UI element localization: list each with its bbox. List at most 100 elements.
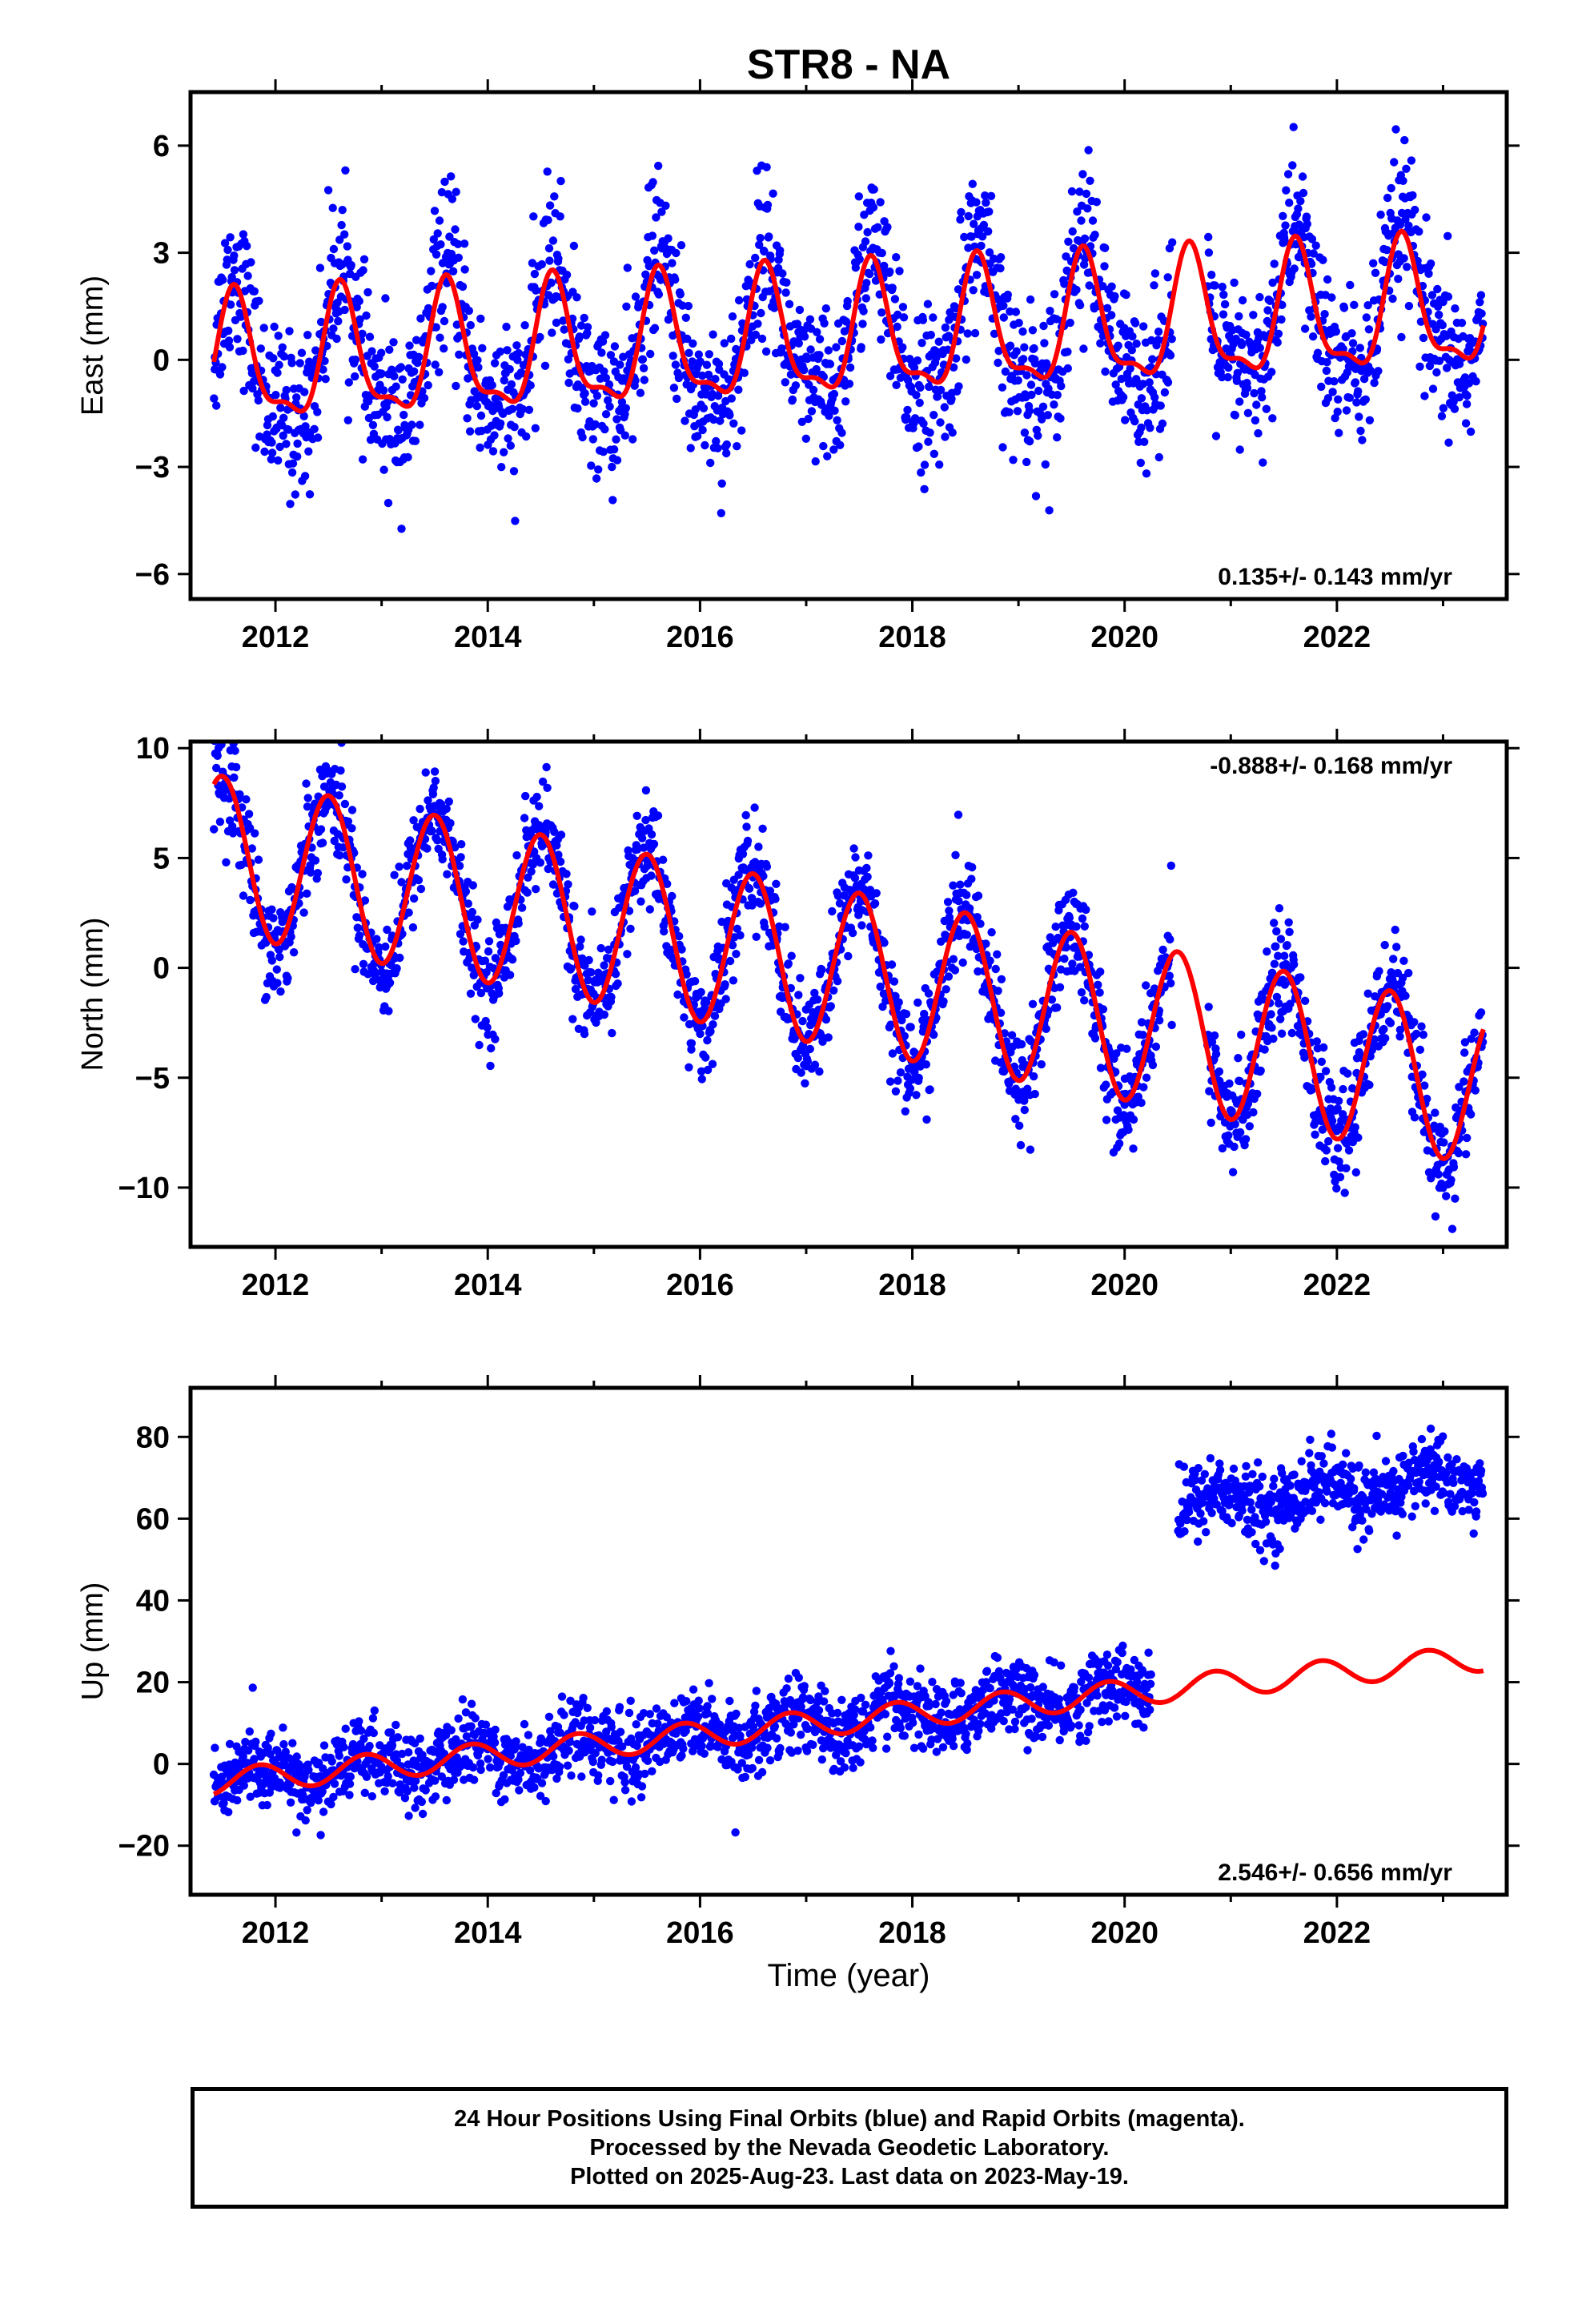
data-point [1053, 1003, 1062, 1012]
data-point [644, 262, 653, 271]
data-point [235, 790, 244, 799]
data-point [687, 1039, 697, 1048]
data-point [486, 1763, 495, 1772]
data-point [1090, 1034, 1100, 1043]
data-point [416, 314, 425, 323]
data-point [734, 385, 743, 394]
data-point [639, 364, 648, 372]
data-point [956, 215, 965, 224]
data-point [750, 803, 759, 812]
data-point [1057, 381, 1066, 391]
data-point [300, 472, 310, 480]
data-point [343, 416, 352, 424]
data-point [1163, 273, 1172, 282]
data-point [951, 850, 960, 860]
data-point [372, 935, 381, 943]
data-point [736, 931, 745, 940]
data-point [1241, 1135, 1251, 1144]
data-point [787, 951, 796, 960]
data-point [1114, 1139, 1124, 1148]
data-point [1466, 427, 1476, 436]
data-point [437, 1772, 447, 1781]
data-point [1317, 1057, 1327, 1067]
data-point [524, 405, 534, 414]
data-point [1255, 292, 1264, 302]
data-point [587, 461, 596, 470]
data-point [368, 1714, 378, 1723]
data-point [945, 907, 954, 915]
data-point [1026, 1145, 1035, 1154]
data-point [476, 411, 486, 420]
x-tick-label: 2016 [666, 1269, 734, 1302]
data-point [970, 328, 980, 338]
data-point [815, 335, 825, 344]
data-point [636, 388, 645, 397]
data-point [1166, 861, 1176, 870]
data-point [463, 414, 472, 423]
data-point [869, 203, 878, 212]
data-point [429, 783, 438, 792]
data-point [1369, 259, 1378, 267]
data-point [1455, 1083, 1464, 1092]
data-point [440, 177, 449, 187]
data-point [430, 207, 440, 215]
data-point [1065, 913, 1074, 923]
data-point [476, 1759, 485, 1768]
data-point [841, 397, 850, 406]
data-point [1450, 404, 1460, 413]
data-point [576, 321, 586, 330]
data-point [762, 862, 772, 871]
data-point [460, 239, 469, 248]
data-point [782, 278, 791, 287]
data-point [303, 331, 312, 340]
data-point [631, 376, 640, 385]
data-point [383, 412, 391, 422]
data-point [358, 455, 367, 464]
data-point [793, 1053, 802, 1063]
data-point [901, 1107, 910, 1116]
data-point [941, 432, 950, 441]
data-point [681, 313, 690, 322]
data-point [1165, 971, 1174, 980]
data-point [630, 887, 640, 895]
data-point [239, 386, 248, 396]
data-point [1363, 301, 1372, 310]
data-point [979, 220, 989, 230]
data-point [687, 1045, 696, 1054]
data-point [1275, 904, 1284, 913]
data-point [1443, 364, 1452, 372]
data-point [1397, 332, 1406, 342]
data-point [1424, 269, 1433, 278]
data-point [1338, 1110, 1347, 1119]
data-point [1277, 1029, 1287, 1038]
data-point [1132, 340, 1141, 348]
data-point [588, 435, 597, 444]
data-point [1026, 295, 1035, 304]
data-point [751, 330, 761, 340]
data-point [1273, 338, 1282, 347]
data-point [591, 420, 600, 429]
data-point [507, 380, 516, 389]
data-point [854, 223, 863, 231]
data-point [284, 425, 293, 434]
data-point [1015, 1121, 1024, 1130]
data-point [383, 498, 393, 508]
data-point [327, 1757, 336, 1766]
data-point [1322, 366, 1331, 376]
data-point [1457, 319, 1467, 328]
data-point [891, 991, 900, 1001]
data-point [335, 791, 343, 800]
data-point [416, 420, 424, 429]
y-tick-label: −5 [135, 1062, 170, 1096]
data-point [826, 1002, 836, 1011]
data-point [984, 227, 993, 236]
data-point [1454, 1148, 1464, 1158]
data-point [1086, 176, 1094, 185]
data-point [720, 339, 729, 348]
data-point [343, 242, 351, 251]
data-point [1066, 318, 1074, 328]
data-point [301, 422, 310, 431]
data-point [1016, 1140, 1026, 1150]
data-point [342, 875, 351, 884]
